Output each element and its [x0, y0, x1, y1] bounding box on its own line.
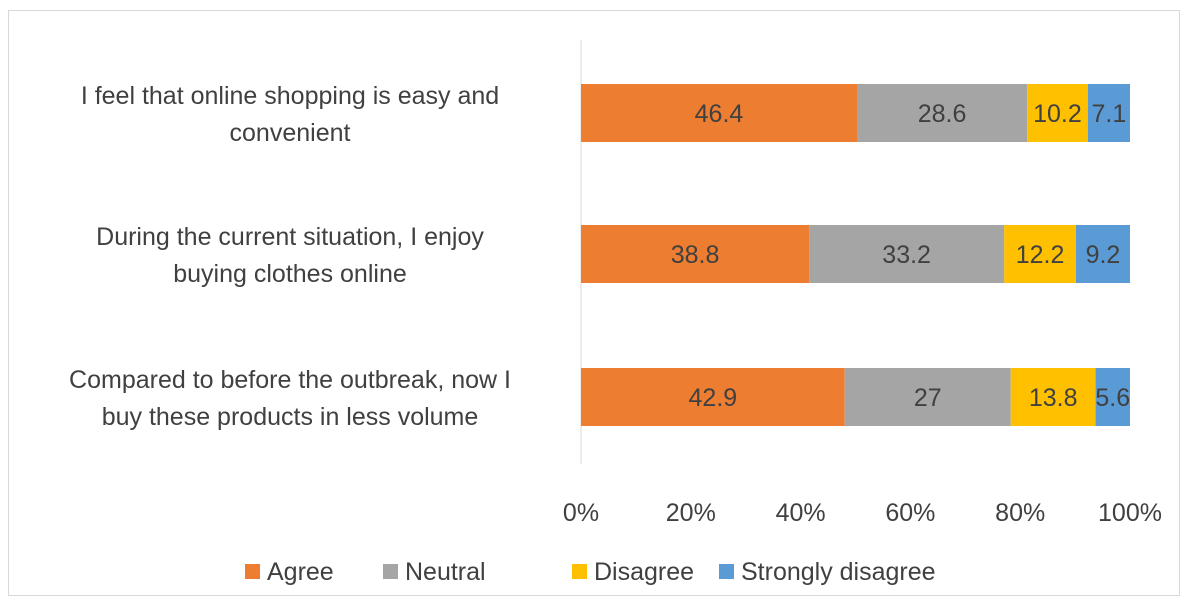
x-tick-label: 80% [995, 499, 1045, 527]
data-label: 9.2 [1086, 241, 1121, 269]
legend-swatch-agree [245, 564, 260, 579]
category-label: buying clothes online [173, 260, 407, 288]
bar-segment-neutral-2 [809, 225, 1005, 283]
category-label: During the current situation, I enjoy [96, 223, 484, 251]
bar-segment-strongly-disagree-1 [1087, 84, 1130, 142]
category-label: convenient [230, 119, 351, 147]
data-label: 33.2 [882, 241, 931, 269]
legend-label: Strongly disagree [741, 558, 936, 586]
data-label: 42.9 [689, 384, 738, 412]
data-label: 12.2 [1016, 241, 1065, 269]
legend-label: Neutral [405, 558, 486, 586]
bar-segment-agree-2 [581, 225, 810, 283]
data-label: 10.2 [1033, 100, 1082, 128]
legend-swatch-strongly-disagree [719, 564, 734, 579]
x-tick-label: 40% [776, 499, 826, 527]
bar-segment-strongly-disagree-2 [1075, 225, 1130, 283]
data-label: 7.1 [1092, 100, 1127, 128]
legend-label: Agree [267, 558, 334, 586]
x-tick-label: 20% [666, 499, 716, 527]
bar-segment-neutral-3 [844, 368, 1011, 426]
legend-label: Disagree [594, 558, 694, 586]
bar-segment-disagree-2 [1004, 225, 1076, 283]
legend-swatch-disagree [572, 564, 587, 579]
data-label: 13.8 [1029, 384, 1078, 412]
bar-segment-strongly-disagree-3 [1095, 368, 1130, 426]
bar-segment-disagree-3 [1010, 368, 1096, 426]
bar-segment-agree-3 [581, 368, 845, 426]
bar-segment-agree-1 [581, 84, 857, 142]
data-label: 5.6 [1095, 384, 1130, 412]
bar-segment-neutral-1 [856, 84, 1028, 142]
x-tick-label: 100% [1098, 499, 1162, 527]
x-tick-label: 0% [563, 499, 599, 527]
data-label: 46.4 [695, 100, 744, 128]
data-label: 27 [914, 384, 942, 412]
category-label: I feel that online shopping is easy and [81, 82, 499, 110]
category-label: Compared to before the outbreak, now I [69, 366, 511, 394]
data-label: 38.8 [671, 241, 720, 269]
x-tick-label: 60% [885, 499, 935, 527]
bar-segment-disagree-1 [1027, 84, 1088, 142]
legend-swatch-neutral [383, 564, 398, 579]
category-label: buy these products in less volume [102, 403, 479, 431]
data-label: 28.6 [918, 100, 967, 128]
